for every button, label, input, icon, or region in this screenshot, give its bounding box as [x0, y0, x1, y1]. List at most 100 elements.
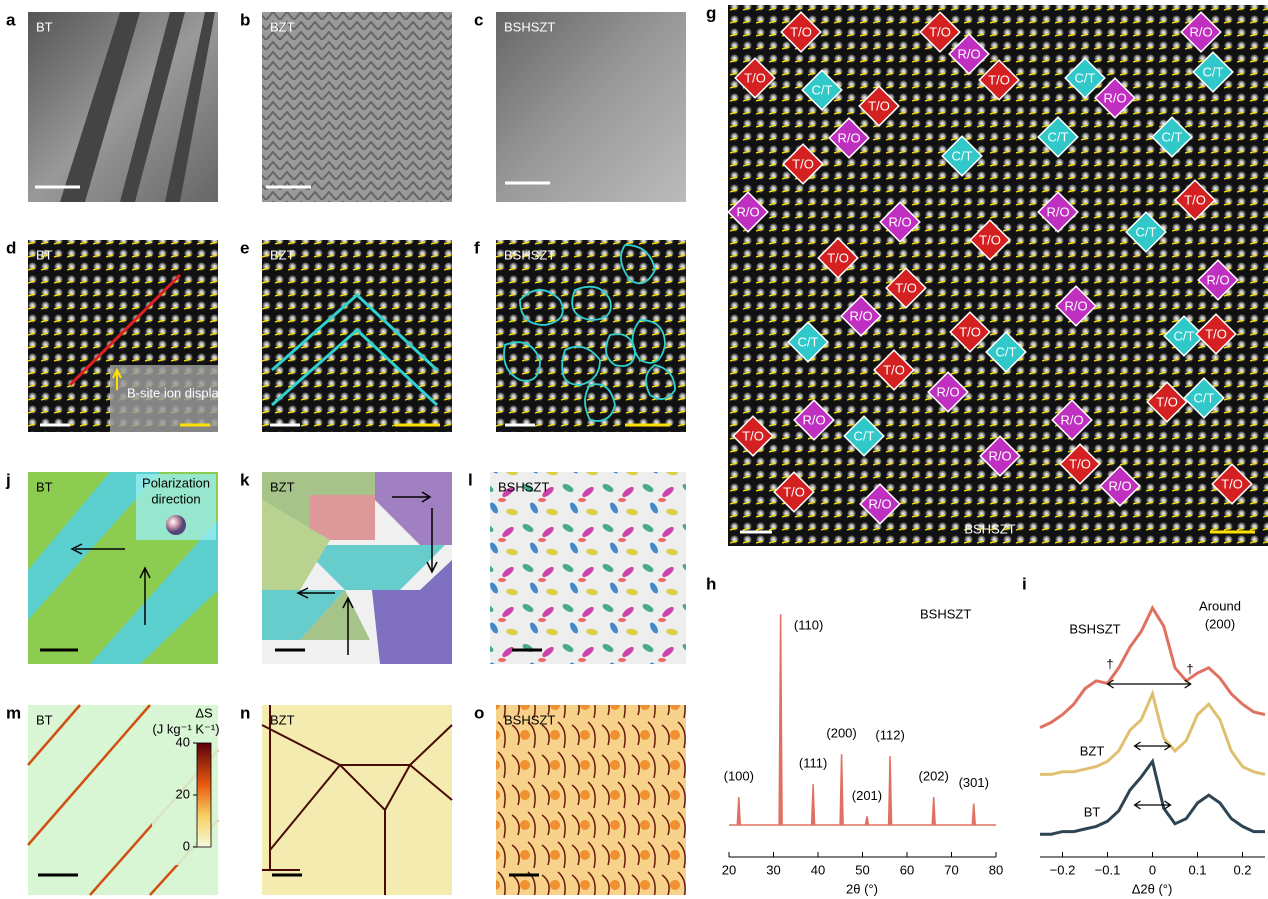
domain-tile [1059, 443, 1101, 485]
domain-tile [727, 191, 769, 233]
tile-label: T/O [929, 24, 951, 39]
panel-label: BT [36, 247, 53, 262]
tile-label: T/O [1221, 476, 1243, 491]
domain-tile [949, 311, 991, 353]
domain-tile [1094, 77, 1136, 119]
curve [1040, 689, 1266, 776]
peak-label: (202) [919, 768, 949, 783]
domain-tile [793, 399, 835, 441]
marker: † [1186, 661, 1193, 676]
panel-label: BZT [270, 247, 295, 262]
domain-tile [787, 321, 829, 363]
panel-letter: o [474, 703, 484, 722]
panel-letter: g [706, 3, 716, 22]
x-tick-label: −0.1 [1095, 862, 1121, 877]
tile-label: C/T [1048, 129, 1069, 144]
domain-tile [1151, 116, 1193, 158]
domain-tile [840, 295, 882, 337]
peak-label: (301) [959, 775, 989, 790]
domain-tile [1180, 11, 1222, 53]
image [496, 705, 686, 895]
image [262, 705, 452, 895]
tile-label: T/O [744, 70, 766, 85]
tile-label: C/T [854, 428, 875, 443]
peak [971, 803, 976, 826]
x-tick-label: −0.2 [1050, 862, 1076, 877]
domain-tile [1174, 179, 1216, 221]
series-label: BT [1084, 804, 1101, 819]
tile-label: T/O [792, 156, 814, 171]
domain-tile [780, 11, 822, 53]
panel-label: BZT [270, 712, 295, 727]
panel-label: BT [36, 19, 53, 34]
annotation: Around [1199, 598, 1241, 613]
tile-label: T/O [883, 362, 905, 377]
x-tick-label: 20 [722, 862, 736, 877]
domain [28, 472, 218, 664]
peak [736, 797, 742, 826]
domain-tile [1163, 315, 1205, 357]
peak-label: (110) [794, 618, 823, 633]
inset-box [110, 365, 218, 432]
domain-tile [1051, 399, 1093, 441]
peak-label: (201) [852, 788, 882, 803]
domain-tile [1099, 465, 1141, 507]
tile-label: R/O [988, 448, 1011, 463]
panel-label: BSHSZT [504, 19, 555, 34]
peak [931, 797, 936, 826]
panel-letter: k [240, 470, 250, 489]
tile-label: T/O [1156, 394, 1178, 409]
domain-wall [68, 273, 182, 387]
series-label: BZT [1080, 743, 1105, 758]
x-axis-label: Δ2θ (°) [1132, 881, 1173, 896]
peak [810, 784, 816, 826]
domain-tile [885, 267, 927, 309]
tile-label: T/O [1205, 326, 1227, 341]
tile-label: R/O [1046, 204, 1069, 219]
tile-label: R/O [1103, 90, 1126, 105]
tile-label: C/T [798, 334, 819, 349]
panel-letter: j [5, 470, 11, 489]
tile-label: T/O [1184, 192, 1206, 207]
tile-label: T/O [979, 232, 1001, 247]
series-label: BSHSZT [1069, 621, 1120, 636]
domain-tile [1125, 211, 1167, 253]
panel-label: BZT [270, 479, 295, 494]
domain-walls [261, 705, 453, 895]
panel-letter: h [706, 574, 716, 593]
tile-label: R/O [1206, 272, 1229, 287]
legend-text: direction [151, 491, 200, 506]
domain-tile [941, 135, 983, 177]
domain-tile [1192, 51, 1234, 93]
tile-label: R/O [1060, 412, 1083, 427]
domain-tile [858, 85, 900, 127]
tile-label: T/O [790, 24, 812, 39]
panel-letter: l [468, 470, 473, 489]
peak-label: (200) [826, 725, 856, 740]
panel-letter: c [474, 10, 483, 29]
curve [1039, 604, 1266, 729]
colorbar-title: ΔS [195, 705, 213, 720]
tile-label: R/O [957, 46, 980, 61]
domain-tile [879, 201, 921, 243]
tile-label: T/O [827, 250, 849, 265]
domain-tile [1183, 377, 1225, 419]
peak-label: (111) [799, 756, 827, 771]
domain-walls [27, 704, 219, 896]
domain-tile [1055, 285, 1097, 327]
panel-letter: n [240, 703, 250, 722]
arrows [296, 491, 438, 655]
domain-tile [801, 69, 843, 111]
tile-label: T/O [1069, 456, 1091, 471]
domain-tile [1197, 259, 1239, 301]
tile-label: C/T [1162, 129, 1183, 144]
domain-tile [734, 57, 776, 99]
colorbar-unit: (J kg⁻¹ K⁻¹) [152, 721, 219, 736]
colorbar [196, 742, 212, 848]
tile-label: T/O [742, 428, 764, 443]
panel-label: BT [36, 479, 53, 494]
image [496, 12, 686, 202]
domain-tile [1211, 463, 1253, 505]
panel-label: BSHSZT [498, 479, 549, 494]
curve [1040, 757, 1265, 836]
